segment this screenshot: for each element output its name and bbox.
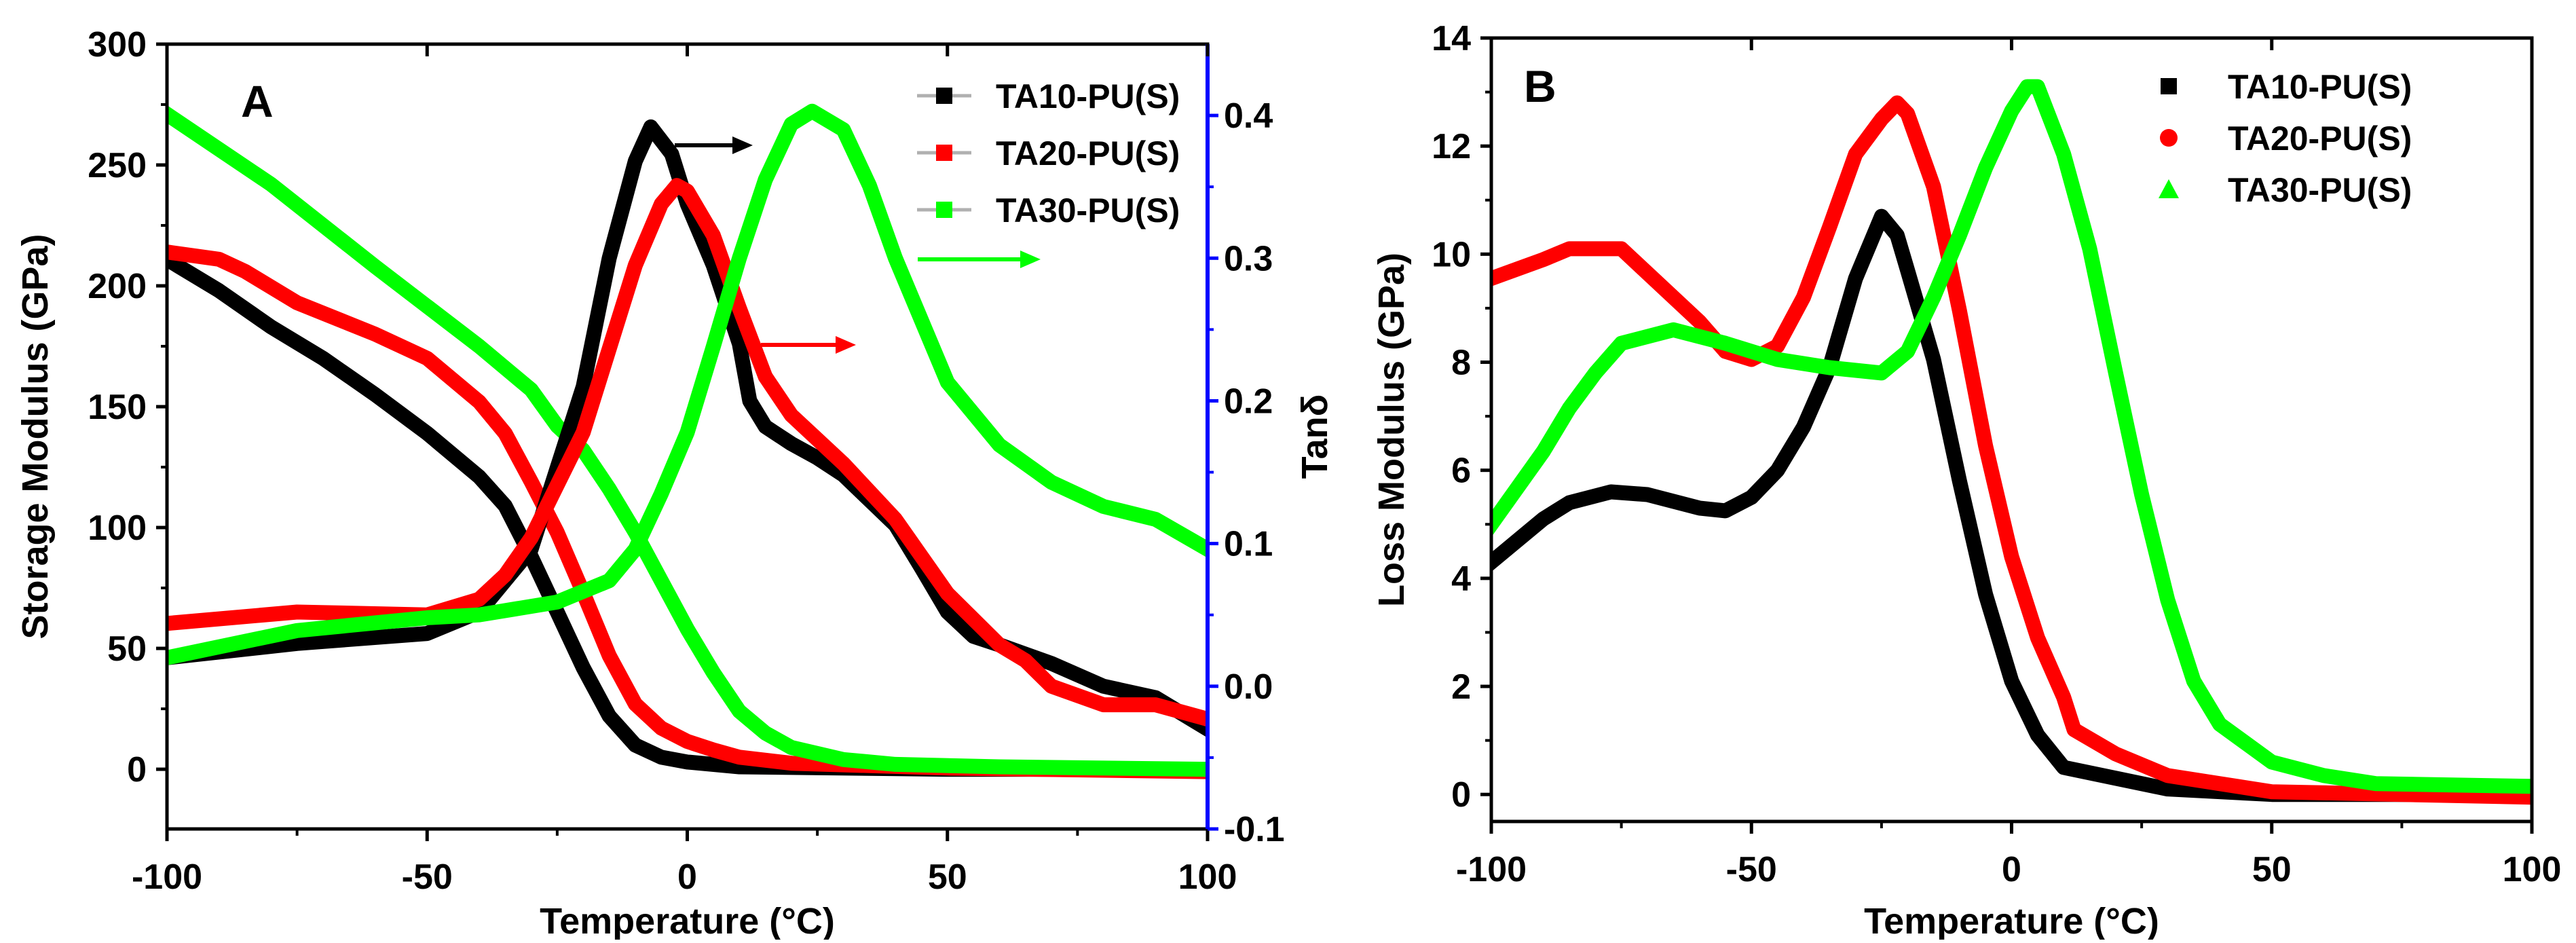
y-tick-label: 4 (1451, 559, 1471, 599)
y-tick-label: 2 (1451, 667, 1471, 707)
arrow-head-icon (732, 136, 753, 154)
y-tick-label: 14 (1432, 19, 1471, 58)
y2-tick-label: -0.1 (1224, 810, 1285, 849)
y-axis-title: Loss Modulus (GPa) (1371, 253, 1412, 607)
y-tick-label: 250 (88, 146, 147, 185)
legend-label: TA30-PU(S) (996, 191, 1180, 229)
legend-label: TA20-PU(S) (996, 134, 1180, 172)
y-tick-label: 50 (107, 629, 147, 669)
x-tick-label: -100 (1456, 850, 1527, 889)
y-tick-label: 150 (88, 388, 147, 427)
x-tick-label: 50 (928, 857, 967, 897)
y-axis-title: Storage Modulus (GPa) (15, 234, 56, 639)
panel-a-storage-modulus-tan-delta: -100 -50 0 50 100 300 250 200 150 100 50 0 0.4 0.3 0.2… (15, 25, 1335, 942)
series-ta10-pu-s- (1491, 208, 2532, 802)
legend-label: TA20-PU(S) (2228, 119, 2412, 158)
legend-label: TA10-PU(S) (996, 77, 1180, 115)
x-tick-label: -100 (132, 857, 202, 897)
legend-circle-marker (2160, 129, 2178, 147)
x-tick-label: 0 (677, 857, 697, 897)
y-tick-label: 0 (127, 750, 147, 790)
y2-tick-label: 0.2 (1224, 382, 1273, 421)
series-ta30-pu-s-tan-delta (167, 103, 1208, 666)
y-tick-label: 12 (1432, 127, 1471, 166)
x-tick-label: 100 (1178, 857, 1237, 897)
panel-letter: A (241, 76, 274, 126)
panel-letter: B (1524, 61, 1556, 111)
series-ta20-pu-s-storage-modulus (167, 244, 1208, 779)
legend-label: TA10-PU(S) (2228, 68, 2412, 106)
legend-square-marker (2161, 78, 2177, 94)
x-axis-title: Temperature (°C) (540, 901, 835, 940)
y2-tick-label: 0.3 (1224, 239, 1273, 278)
y2-axis-title: Tanδ (1294, 394, 1335, 479)
y-tick-label: 300 (88, 25, 147, 64)
x-tick-label: 100 (2503, 850, 2562, 889)
series-ta30-pu-s-storage-modulus (167, 105, 1208, 777)
legend-square-marker (936, 88, 952, 104)
legend-triangle-marker (2159, 179, 2179, 198)
y-tick-label: 6 (1451, 451, 1471, 491)
y2-tick-label: 0.4 (1224, 96, 1273, 136)
series-ta10-pu-s-storage-modulus (167, 251, 1208, 777)
y-tick-label: 0 (1451, 775, 1471, 815)
y-tick-label: 8 (1451, 344, 1471, 383)
y2-tick-label: 0.1 (1224, 525, 1273, 564)
legend-square-marker (936, 145, 952, 161)
x-tick-label: -50 (402, 857, 453, 897)
x-tick-label: -50 (1726, 850, 1777, 889)
y-tick-label: 10 (1432, 235, 1471, 274)
arrow-head-icon (836, 336, 856, 354)
x-axis-title: Temperature (°C) (1864, 901, 2159, 940)
legend-square-marker (936, 202, 952, 218)
series-ta20-pu-s- (1491, 95, 2532, 805)
arrow-head-icon (1020, 251, 1041, 268)
y-tick-label: 100 (88, 509, 147, 548)
x-tick-label: 0 (2002, 850, 2021, 889)
x-tick-label: 50 (2252, 850, 2292, 889)
y2-tick-label: 0.0 (1224, 667, 1273, 707)
y-tick-label: 200 (88, 267, 147, 306)
legend-label: TA30-PU(S) (2228, 171, 2412, 209)
series-ta20-pu-s-tan-delta (167, 178, 1208, 727)
panel-b-loss-modulus: -100 -50 0 50 100 14 12 10 8 6 4 2 0 Temperature (°C)… (1371, 19, 2562, 942)
series-ta30-pu-s- (1491, 79, 2532, 794)
